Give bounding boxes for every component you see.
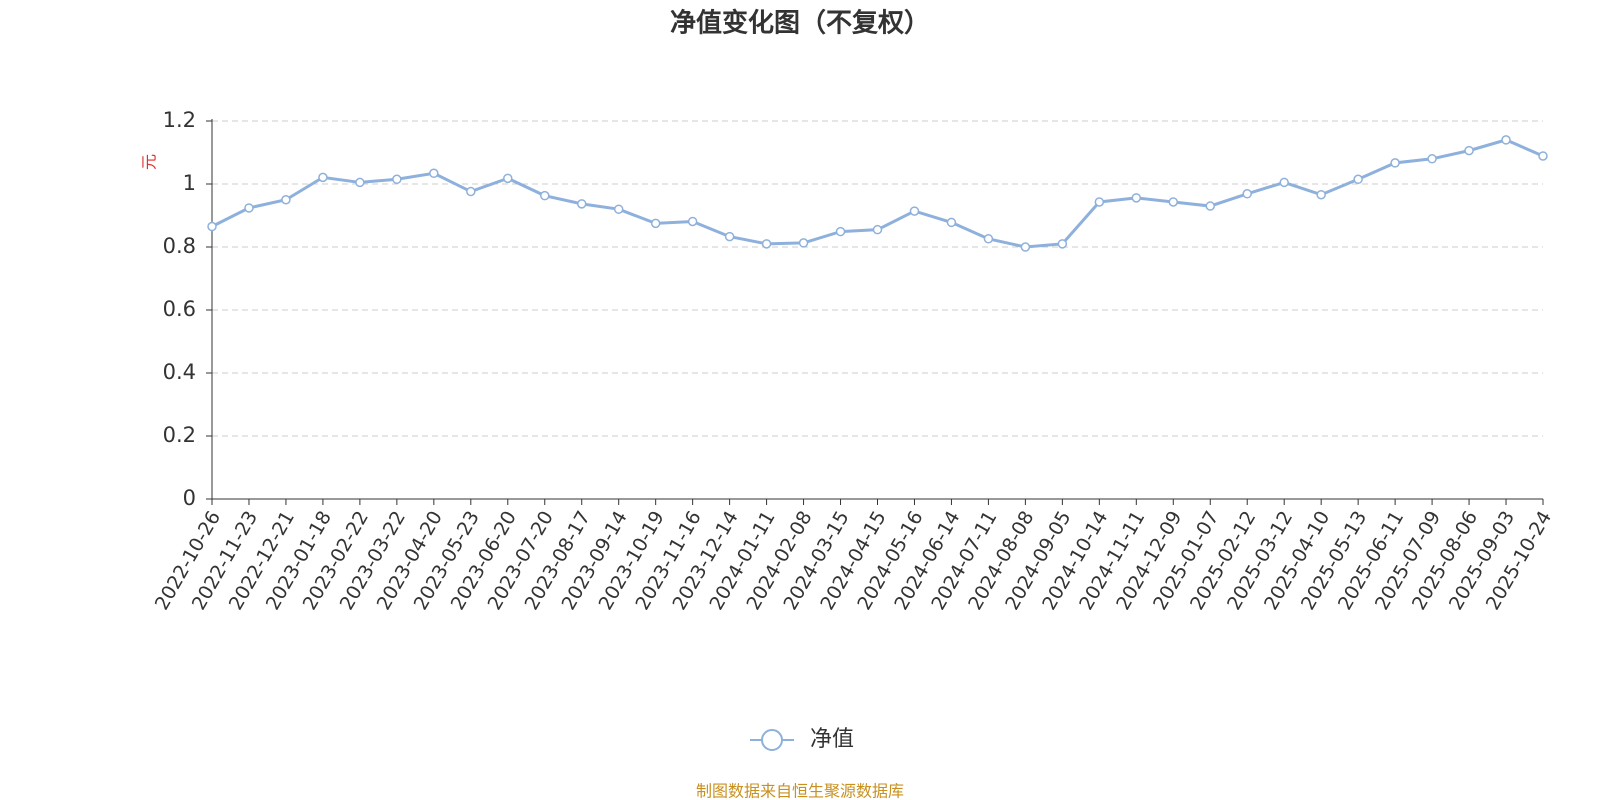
data-point <box>909 206 920 216</box>
data-point <box>1242 189 1252 199</box>
data-point <box>1168 197 1179 207</box>
legend-label: 净值 <box>810 727 854 752</box>
data-point <box>761 239 772 249</box>
data-point <box>503 173 513 184</box>
data-point <box>872 224 883 235</box>
source-note: 制图数据来自恒生聚源数据库 <box>696 782 904 800</box>
data-point <box>318 172 328 183</box>
data-point <box>1390 158 1400 168</box>
data-point <box>1464 145 1474 156</box>
y-axis-label: 元 <box>140 154 159 170</box>
data-point <box>244 203 254 213</box>
data-point <box>1316 189 1326 200</box>
data-point <box>576 199 587 209</box>
data-point <box>835 226 846 237</box>
data-point <box>1205 201 1215 211</box>
data-point <box>1427 154 1437 164</box>
data-point <box>281 195 291 205</box>
y-tick-label: 1.2 <box>163 108 196 132</box>
data-point <box>1353 174 1363 185</box>
data-point <box>798 238 809 248</box>
data-point <box>1279 177 1289 188</box>
data-point <box>540 190 550 201</box>
y-tick-label: 0 <box>183 486 196 510</box>
data-point <box>650 218 661 229</box>
y-tick-label: 1 <box>183 171 196 195</box>
data-point <box>1131 193 1142 203</box>
data-point <box>1538 151 1548 161</box>
data-point <box>687 216 698 227</box>
data-point <box>355 177 365 188</box>
data-point <box>392 174 402 185</box>
data-point <box>1094 197 1105 207</box>
y-tick-label: 0.8 <box>163 234 196 258</box>
data-point <box>207 221 217 232</box>
y-tick-label: 0.2 <box>163 423 196 447</box>
data-point <box>946 217 957 228</box>
legend-marker <box>761 729 783 751</box>
data-point <box>613 204 624 214</box>
y-tick-label: 0.4 <box>163 360 196 384</box>
data-point <box>1501 135 1511 145</box>
data-point <box>983 234 994 244</box>
data-point <box>724 231 735 242</box>
y-tick-label: 0.6 <box>163 297 196 321</box>
data-point <box>429 168 439 179</box>
chart-title: 净值变化图（不复权） <box>670 8 930 39</box>
data-point <box>466 186 476 197</box>
data-point <box>1057 239 1068 249</box>
data-point <box>1020 242 1031 252</box>
